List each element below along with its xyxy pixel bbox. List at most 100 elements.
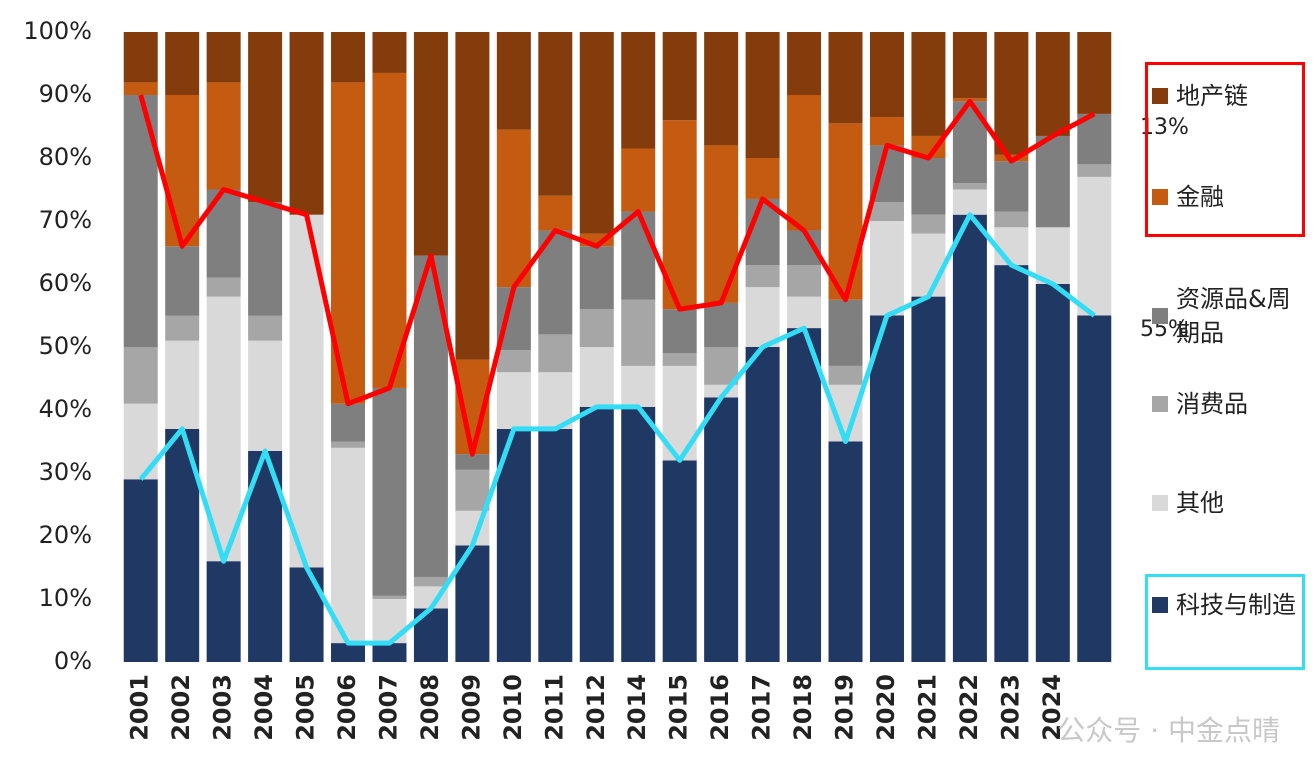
bar-segment (496, 372, 531, 429)
bar-segment (455, 32, 490, 360)
bar-segment (787, 265, 822, 297)
x-tick-label: 2020 (872, 674, 900, 741)
bar-segment (206, 277, 241, 297)
bar-segment (289, 567, 324, 662)
y-tick-label: 40% (39, 395, 92, 423)
bar-segment (662, 460, 697, 662)
legend-entry: 科技与制造 (1152, 588, 1296, 622)
legend-entry: 地产链 (1152, 79, 1296, 113)
bar-segment (331, 32, 366, 83)
bar-segment (621, 365, 656, 407)
y-tick-label: 80% (39, 143, 92, 171)
bar-segment (372, 72, 407, 388)
legend-swatch (1152, 88, 1168, 104)
bar-segment (704, 302, 739, 347)
bar-segment (165, 32, 200, 95)
x-tick-label: 2016 (706, 674, 734, 741)
x-tick-label: 2010 (499, 674, 527, 741)
bar-segment (911, 32, 946, 136)
bar-segment (372, 595, 407, 599)
x-tick-label: 2022 (955, 674, 983, 741)
bar-segment (206, 82, 241, 190)
legend-label: 地产链 (1176, 82, 1248, 110)
bar-segment (704, 32, 739, 146)
bar-segment (994, 227, 1029, 266)
bar-segment (579, 347, 614, 407)
bar-segment (704, 397, 739, 662)
bar-segment (1035, 32, 1070, 136)
legend-entry: 金融 (1152, 180, 1296, 214)
legend-entry: 消费品 (1152, 387, 1296, 421)
bar-segment (496, 32, 531, 130)
bar-segment (331, 447, 366, 644)
bar-segment (828, 32, 863, 124)
x-tick-label: 2003 (209, 674, 237, 741)
bar-segment (496, 129, 531, 288)
x-tick-label: 2023 (996, 674, 1024, 741)
bar-segment (911, 296, 946, 662)
bar-segment (787, 296, 822, 329)
y-tick-label: 0% (54, 647, 92, 675)
bar-segment (994, 265, 1029, 662)
bar-segment (662, 32, 697, 121)
x-tick-label: 2008 (416, 674, 444, 741)
bar-segment (206, 561, 241, 662)
bar-segment (621, 148, 656, 212)
bar-segment (745, 287, 780, 347)
bar-segment (455, 454, 490, 470)
bar-segment (911, 158, 946, 215)
bar-segment (289, 32, 324, 215)
legend-label: 其他 (1176, 489, 1224, 517)
legend-swatch (1152, 495, 1168, 511)
watermark: 公众号 · 中金点晴 (1057, 714, 1280, 747)
bar-segment (331, 441, 366, 448)
bar-segment (579, 406, 614, 662)
bar-segment (165, 246, 200, 316)
bar-segment (538, 32, 573, 196)
y-tick-label: 20% (39, 521, 92, 549)
bar-segment (248, 202, 283, 316)
x-tick-label: 2012 (582, 674, 610, 741)
bar-segment (828, 365, 863, 385)
bar-segment (952, 183, 987, 190)
y-tick-label: 30% (39, 458, 92, 486)
bar-segment (952, 214, 987, 662)
bar-segment (579, 309, 614, 347)
bar-segment (206, 32, 241, 83)
bar-segment (869, 117, 904, 146)
bar-segment (952, 189, 987, 215)
bar-segment (994, 161, 1029, 212)
bar-segment (579, 246, 614, 310)
legend-swatch (1152, 308, 1168, 324)
bar-segment (123, 32, 158, 83)
x-tick-label: 2019 (831, 674, 859, 741)
x-tick-label: 2004 (250, 674, 278, 741)
bar-segment (331, 643, 366, 662)
y-tick-label: 100% (23, 17, 92, 45)
bar-segment (372, 387, 407, 596)
y-tick-label: 70% (39, 206, 92, 234)
bar-segment (248, 32, 283, 203)
bar-segment (165, 340, 200, 429)
bar-segment (1077, 176, 1112, 316)
bar-segment (869, 315, 904, 662)
y-tick-label: 60% (39, 269, 92, 297)
bar-segment (372, 599, 407, 644)
bar-segment (911, 233, 946, 297)
x-tick-label: 2011 (540, 674, 568, 741)
bar-segment (621, 299, 656, 366)
bar-segment (621, 406, 656, 662)
bar-segment (621, 32, 656, 149)
legend-box (1145, 574, 1305, 670)
bar-segment (911, 214, 946, 234)
bar-segment (538, 195, 573, 231)
bar-segment (787, 95, 822, 231)
legend-swatch (1152, 396, 1168, 412)
bar-segment (413, 32, 448, 256)
y-tick-label: 10% (39, 584, 92, 612)
legend-label: 消费品 (1176, 390, 1248, 418)
bar-segment (787, 328, 822, 662)
legend-swatch (1152, 189, 1168, 205)
bar-segment (745, 265, 780, 288)
